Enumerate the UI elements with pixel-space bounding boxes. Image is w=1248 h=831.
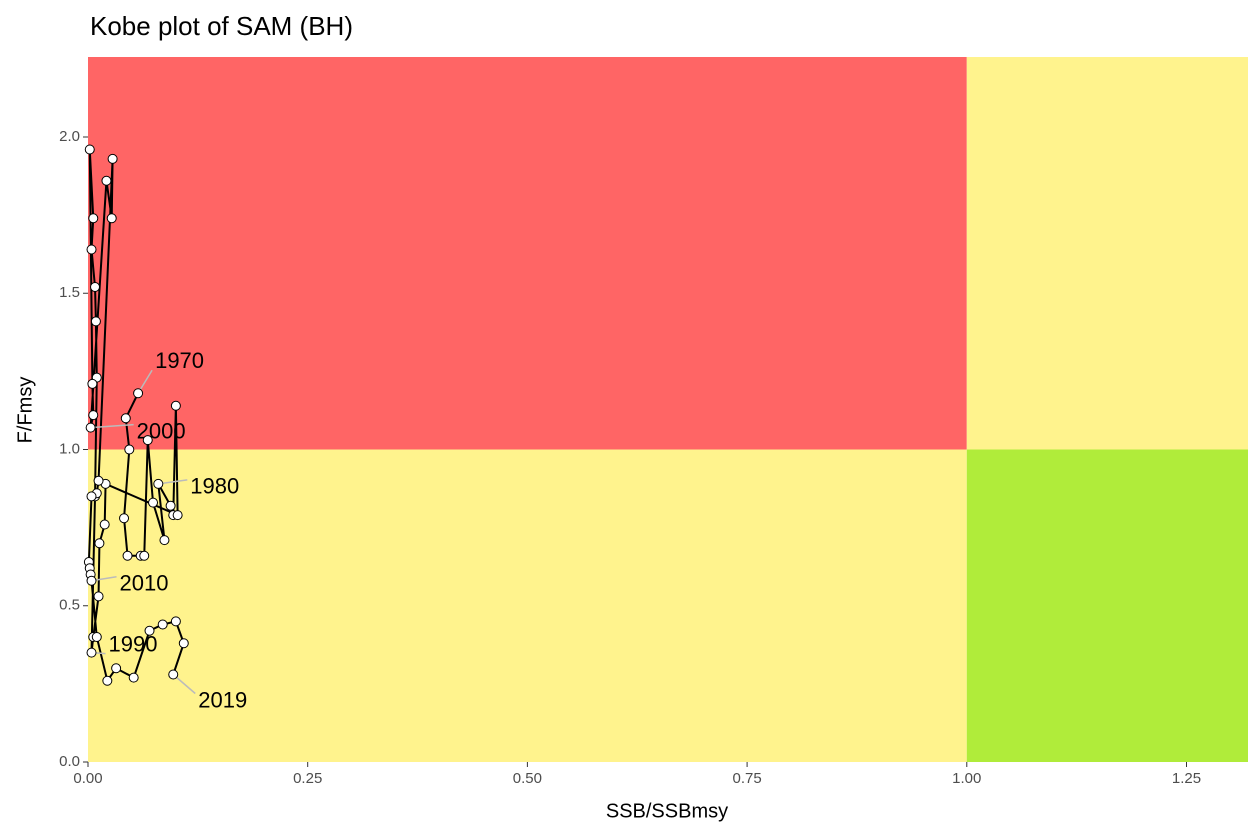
y-axis-title: F/Fmsy (14, 377, 36, 444)
point (86, 647, 97, 658)
point (86, 244, 97, 255)
x-tick-label: 1.25 (1172, 770, 1201, 787)
point (157, 619, 168, 630)
point (159, 535, 170, 546)
point (86, 491, 97, 502)
year-label: 1970 (155, 348, 204, 373)
point (111, 663, 122, 674)
x-tick-label: 0.75 (732, 770, 761, 787)
point (148, 497, 159, 508)
point (106, 213, 117, 224)
point (133, 388, 144, 399)
quadrant-red (88, 57, 967, 450)
point (101, 175, 112, 186)
point (142, 435, 153, 446)
year-label: 1980 (190, 474, 239, 499)
quadrant-green (966, 449, 1248, 762)
point (178, 638, 189, 649)
y-tick-label: 1.0 (59, 440, 80, 457)
point (88, 410, 99, 421)
label-leader (90, 423, 134, 429)
point (87, 378, 98, 389)
year-label: 2019 (198, 687, 247, 712)
point (94, 538, 105, 549)
quadrant-yellow (966, 57, 1248, 450)
point (102, 675, 113, 686)
x-tick-label: 0.50 (513, 770, 542, 787)
x-axis-title: SSB/SSBmsy (606, 800, 728, 822)
y-tick-label: 1.5 (59, 284, 80, 301)
point (168, 669, 179, 680)
point (90, 316, 101, 327)
point (85, 422, 96, 433)
point (124, 444, 135, 455)
point (93, 475, 104, 486)
point (93, 591, 104, 602)
y-tick-label: 0.5 (59, 597, 80, 614)
point (99, 519, 110, 530)
point (165, 500, 176, 511)
point (90, 282, 101, 292)
x-tick-label: 0.00 (73, 770, 102, 787)
chart-title: Kobe plot of SAM (BH) (90, 11, 353, 41)
point (91, 632, 102, 642)
point (107, 153, 118, 164)
x-tick-label: 0.25 (293, 770, 322, 787)
x-tick-label: 1.00 (952, 770, 981, 787)
point (84, 144, 95, 155)
y-tick-label: 2.0 (59, 128, 80, 145)
point (170, 616, 181, 627)
point (120, 413, 131, 424)
point (170, 400, 181, 411)
quadrant-yellow (88, 449, 967, 762)
point (86, 575, 97, 586)
point (153, 478, 164, 489)
point (122, 550, 133, 561)
point (128, 672, 139, 683)
point (139, 550, 150, 561)
trajectory-line (87, 149, 185, 684)
point (144, 625, 155, 636)
point (119, 513, 130, 524)
y-tick-label: 0.0 (59, 753, 80, 770)
point (172, 510, 183, 521)
year-label: 2010 (120, 571, 169, 596)
point (88, 213, 99, 224)
